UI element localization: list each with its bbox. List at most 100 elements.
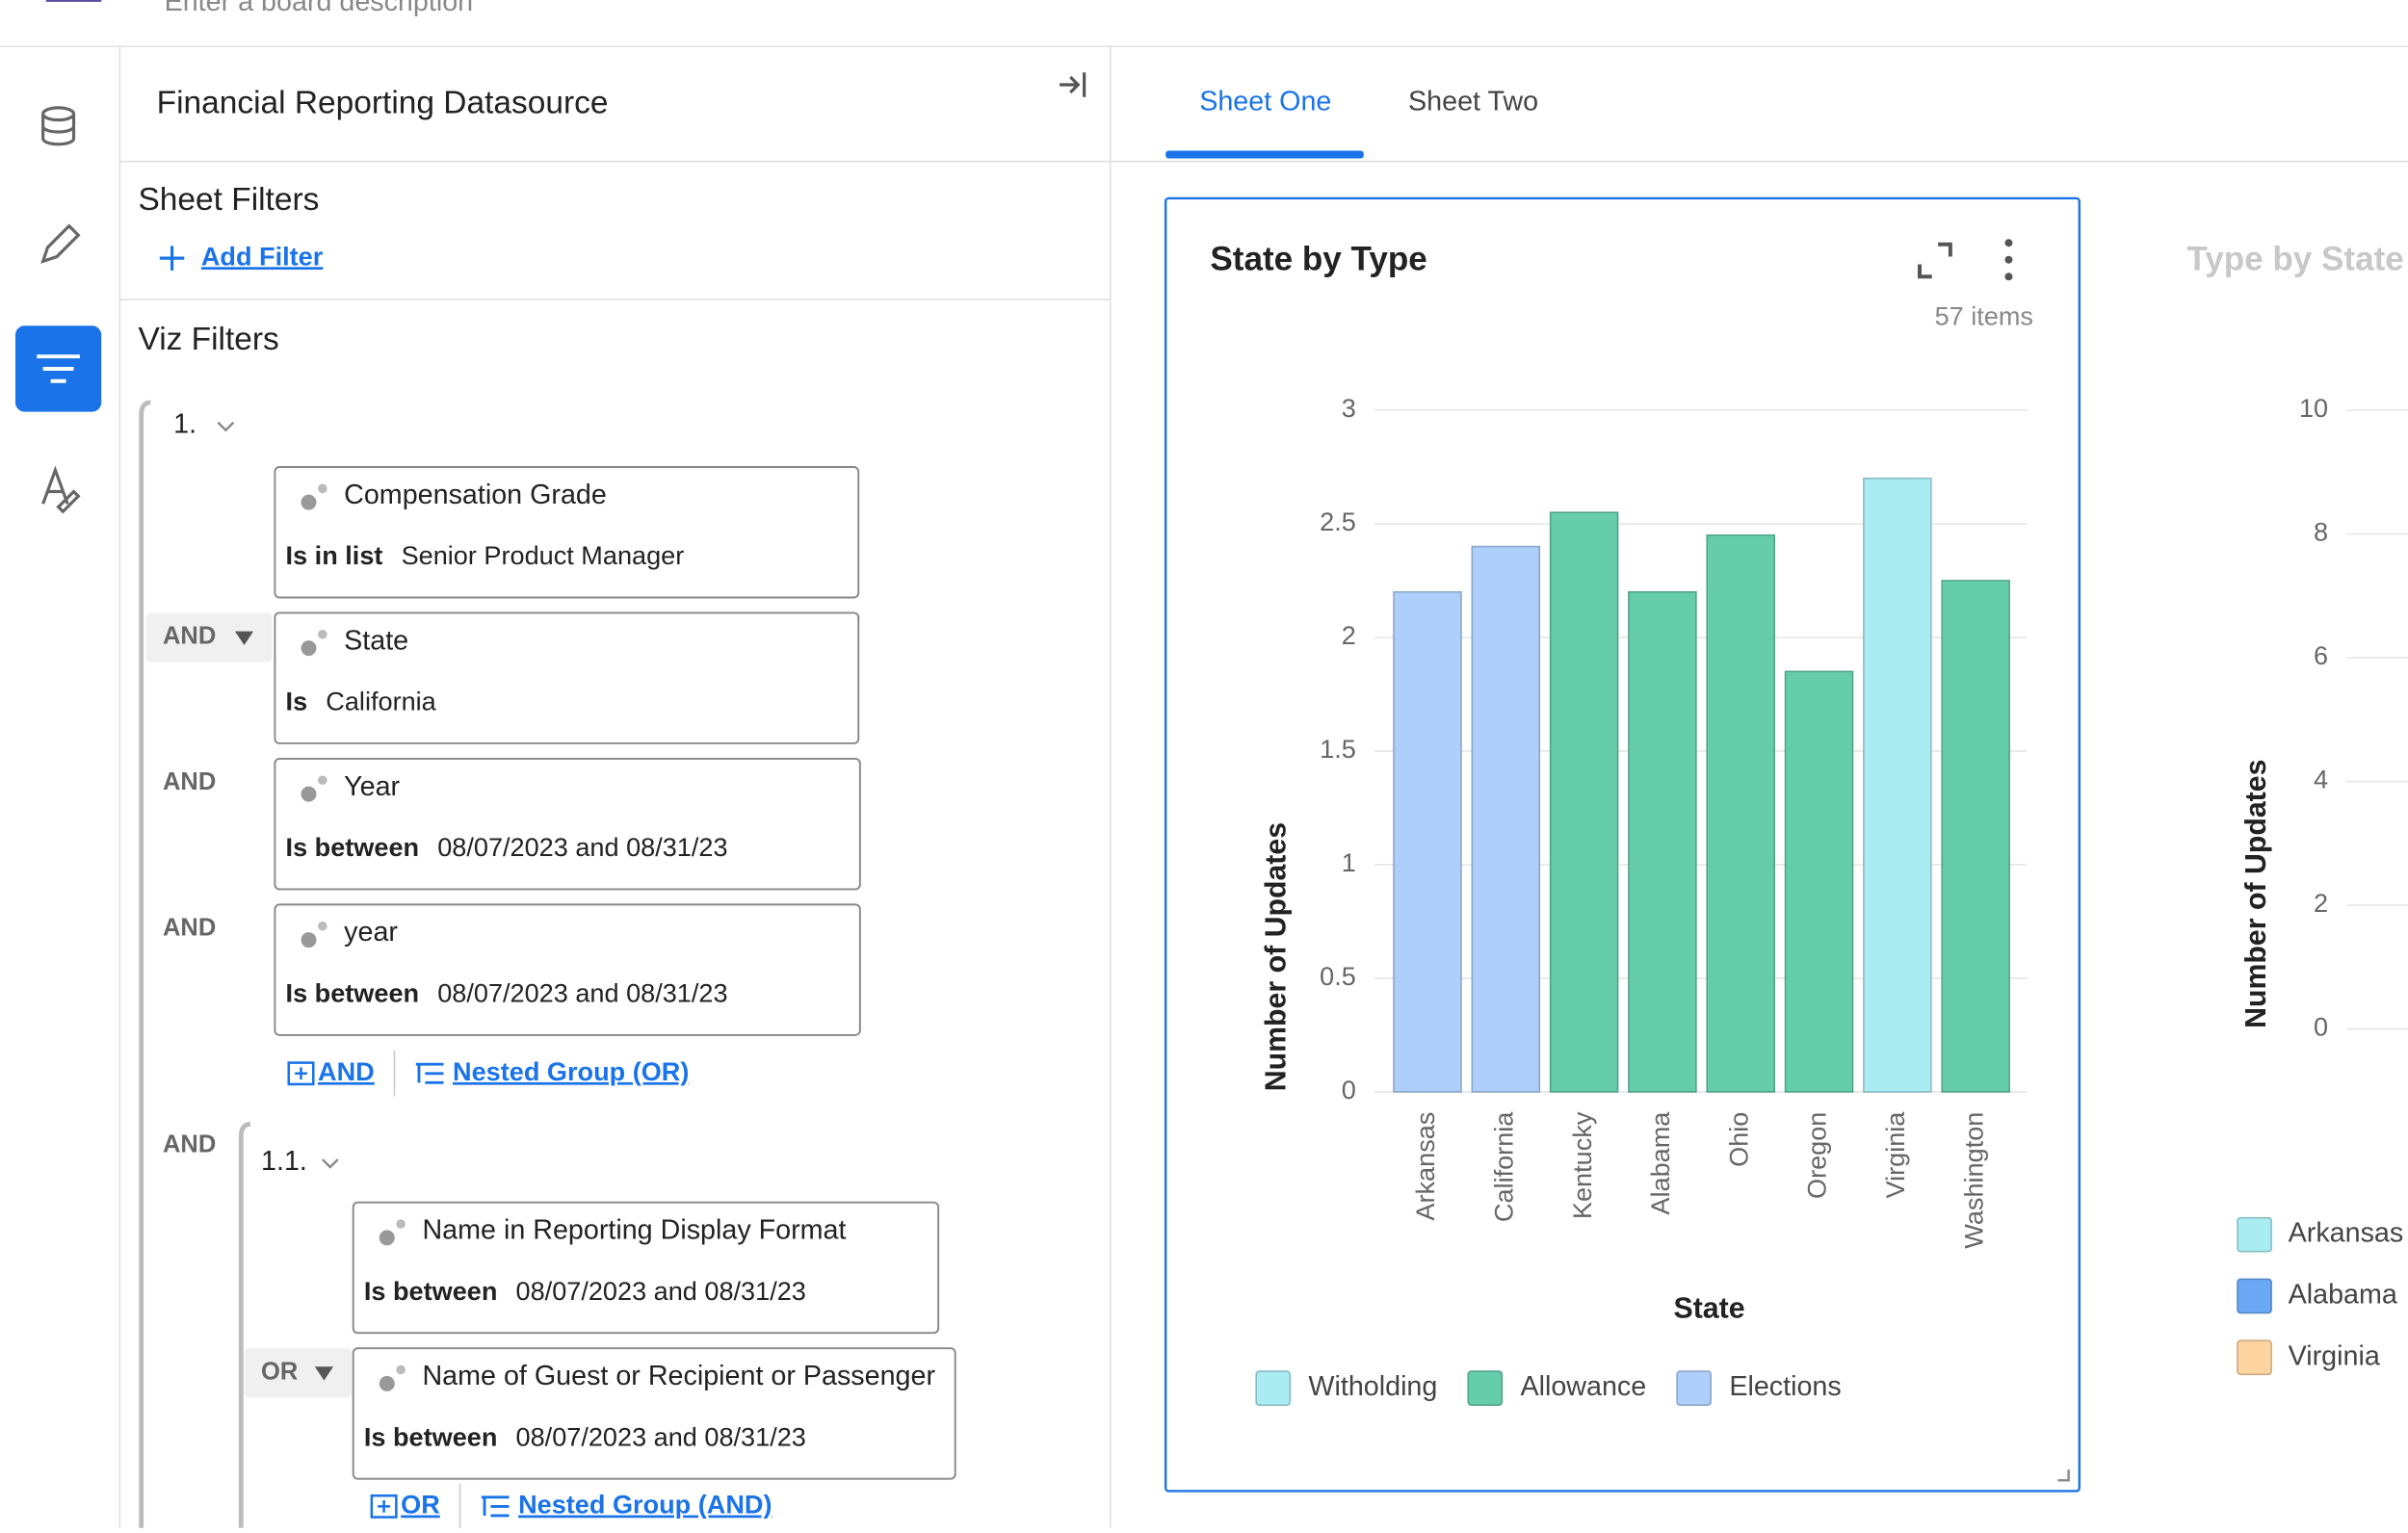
filter-value: 08/07/2023 and 08/31/23 bbox=[437, 978, 727, 1008]
bar[interactable] bbox=[1784, 670, 1854, 1093]
chevron[interactable] bbox=[321, 1158, 339, 1169]
chart-card[interactable] bbox=[1164, 196, 2081, 1493]
field-icon bbox=[301, 494, 317, 510]
section-title: Sheet Filters bbox=[138, 182, 319, 218]
y-tick-label: 1 bbox=[1342, 847, 1356, 877]
field-name: Name in Reporting Display Format bbox=[422, 1215, 846, 1246]
bar[interactable] bbox=[1628, 590, 1697, 1093]
operator: Is between bbox=[286, 832, 420, 862]
y-tick-label: 0.5 bbox=[1320, 961, 1356, 991]
bar[interactable] bbox=[1863, 477, 1932, 1093]
legend-swatch bbox=[1676, 1370, 1712, 1406]
y-tick-label: 1.5 bbox=[1320, 734, 1356, 764]
field-name: Year bbox=[344, 771, 400, 802]
y-tick-label: 0 bbox=[1342, 1075, 1356, 1104]
filter-card[interactable] bbox=[274, 466, 860, 599]
x-tick-label: California bbox=[1488, 1111, 1518, 1222]
filter-card[interactable] bbox=[274, 757, 861, 891]
x-tick-label: Alabama bbox=[1645, 1111, 1675, 1215]
legend-swatch bbox=[2237, 1216, 2272, 1253]
filter-card[interactable] bbox=[352, 1347, 956, 1480]
y-tick-label: 6 bbox=[2314, 640, 2328, 670]
operator: Is between bbox=[364, 1276, 498, 1306]
action-link[interactable]: Nested Group (OR) bbox=[453, 1056, 689, 1086]
field-icon bbox=[318, 629, 327, 639]
description-placeholder[interactable]: Enter a board description bbox=[165, 0, 474, 17]
filter-value: 08/07/2023 and 08/31/23 bbox=[437, 832, 727, 862]
filter-value: California bbox=[326, 687, 436, 716]
chart-title: Type by State bbox=[2186, 241, 2403, 278]
bar[interactable] bbox=[1393, 590, 1462, 1093]
bar[interactable] bbox=[1549, 511, 1619, 1093]
legend-label: Virginia bbox=[2289, 1340, 2380, 1371]
bar[interactable] bbox=[1471, 545, 1541, 1093]
add-icon bbox=[159, 246, 185, 271]
field-icon bbox=[379, 1375, 395, 1391]
action-icon bbox=[295, 1067, 307, 1080]
field-icon bbox=[301, 640, 317, 657]
operator: Is in list bbox=[286, 540, 383, 570]
add-filter-link[interactable]: Add Filter bbox=[201, 241, 324, 271]
dropdown-arrow bbox=[234, 631, 254, 645]
field-icon bbox=[318, 483, 327, 494]
format-icon[interactable] bbox=[41, 465, 81, 514]
edit-icon[interactable] bbox=[40, 223, 81, 264]
collapse-icon[interactable] bbox=[1060, 72, 1086, 97]
section-title: Viz Filters bbox=[138, 322, 278, 357]
tab[interactable]: Sheet One bbox=[1199, 87, 1331, 117]
chart-title: State by Type bbox=[1210, 241, 1426, 278]
resize-handle[interactable] bbox=[2057, 1469, 2070, 1482]
chart-subtitle: 57 items bbox=[1935, 300, 2033, 330]
filter-card[interactable] bbox=[274, 611, 860, 744]
group-label: 1. bbox=[173, 409, 196, 440]
tab[interactable]: Sheet Two bbox=[1408, 87, 1538, 117]
field-icon bbox=[301, 786, 317, 802]
connector-dropdown[interactable] bbox=[145, 612, 273, 663]
y-tick-label: 2.5 bbox=[1320, 507, 1356, 536]
connector: AND bbox=[163, 1130, 216, 1157]
tab-indicator bbox=[1165, 150, 1364, 159]
x-tick-label: Ohio bbox=[1723, 1112, 1753, 1167]
legend-label: Witholding bbox=[1308, 1371, 1437, 1402]
y-tick-label: 0 bbox=[2314, 1012, 2328, 1042]
filter-icon bbox=[37, 354, 80, 383]
filter-value: Senior Product Manager bbox=[402, 540, 685, 570]
field-icon bbox=[379, 1230, 395, 1246]
data-icon[interactable] bbox=[41, 106, 76, 146]
connector-dropdown[interactable] bbox=[244, 1348, 353, 1398]
field-name: State bbox=[344, 625, 408, 656]
group-label: 1.1. bbox=[261, 1146, 307, 1177]
y-axis-label: Number of Updates bbox=[2240, 760, 2272, 1028]
action-icon bbox=[378, 1500, 390, 1513]
field-name: Name of Guest or Recipient or Passenger bbox=[422, 1361, 935, 1391]
x-tick-label: Virginia bbox=[1880, 1111, 1910, 1199]
expand-icon[interactable] bbox=[1917, 242, 1952, 279]
group-bracket bbox=[139, 400, 151, 1528]
action-link[interactable]: AND bbox=[318, 1056, 375, 1086]
legend-swatch bbox=[2237, 1278, 2272, 1314]
x-tick-label: Washington bbox=[1958, 1112, 1988, 1249]
bar[interactable] bbox=[1706, 533, 1776, 1093]
filter-value: 08/07/2023 and 08/31/23 bbox=[516, 1421, 806, 1451]
bar[interactable] bbox=[1941, 580, 2010, 1093]
y-tick-label: 2 bbox=[1342, 620, 1356, 650]
x-tick-label: Arkansas bbox=[1410, 1112, 1440, 1221]
action-link[interactable]: OR bbox=[401, 1490, 440, 1520]
operator: Is between bbox=[364, 1421, 498, 1451]
y-tick-label: 10 bbox=[2299, 393, 2328, 423]
filter-card[interactable] bbox=[352, 1201, 940, 1335]
nested-icon bbox=[415, 1062, 444, 1084]
field-icon bbox=[396, 1364, 406, 1375]
filter-card[interactable] bbox=[274, 903, 861, 1036]
connector: AND bbox=[163, 915, 216, 942]
y-tick-label: 8 bbox=[2314, 517, 2328, 547]
menu-icon[interactable] bbox=[2004, 239, 2013, 281]
action-link[interactable]: Nested Group (AND) bbox=[518, 1490, 772, 1520]
field-name: year bbox=[344, 917, 398, 948]
chevron[interactable] bbox=[217, 421, 235, 432]
legend-swatch bbox=[1467, 1370, 1504, 1406]
legend-label: Alabama bbox=[2289, 1280, 2397, 1311]
legend-label: Elections bbox=[1729, 1371, 1841, 1402]
operator: Is between bbox=[286, 978, 420, 1008]
x-axis-label: State bbox=[1674, 1292, 1745, 1324]
